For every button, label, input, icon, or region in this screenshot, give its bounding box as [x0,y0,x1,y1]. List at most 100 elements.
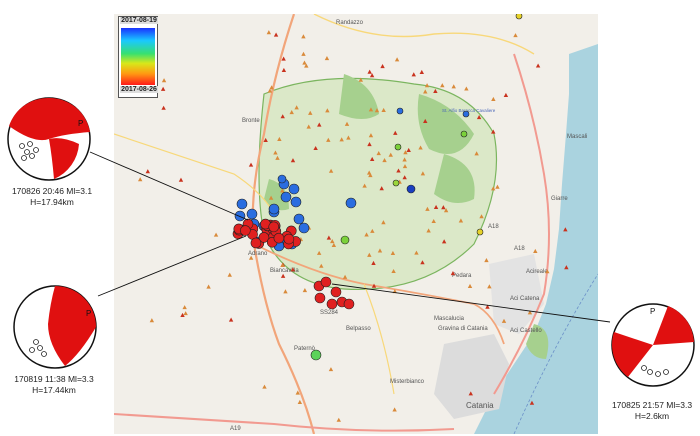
station-triangle [458,218,464,223]
earthquake-epicenter [515,14,523,20]
station-triangle [381,107,386,113]
forest-east [434,154,475,203]
label-catania: Catania [466,401,494,410]
station-triangle [450,271,456,276]
label-bronte: Bronte [242,118,260,124]
station-triangle [281,67,287,73]
station-triangle [160,86,166,91]
station-triangle [324,55,330,61]
station-triangle [367,69,372,74]
station-triangle [269,85,274,90]
earthquake-epicenter [343,298,355,310]
station-triangle [423,89,428,94]
station-triangle [319,263,324,268]
label-ss284: SS284 [320,310,339,316]
station-triangle [149,318,155,323]
earthquake-epicenter [345,197,357,209]
station-triangle [263,137,268,142]
p-axis-marker: P [78,119,83,128]
station-triangle [306,124,311,129]
beachball-polarity-symbols [19,141,39,161]
station-triangle [328,168,334,173]
label-a18-1: A18 [488,224,499,230]
station-triangle [474,151,479,156]
station-triangle [513,33,518,38]
station-triangle [301,51,306,56]
event-e3-line2: H=2.6km [634,411,670,421]
station-triangle [283,289,288,294]
earthquake-epicenter [268,203,280,215]
station-triangle [545,269,550,274]
station-triangle [328,367,334,372]
station-triangle [420,171,426,176]
label-a18-2: A18 [514,246,525,252]
station-triangle [266,30,272,35]
event-caption-e3: 170825 21:57 Ml=3.3 H=2.6km [604,400,700,422]
station-triangle [402,157,407,162]
station-triangle [376,151,381,156]
event-e2-line2: H=17.44km [32,385,76,395]
station-triangle [362,183,367,188]
station-triangle [420,260,425,265]
station-layer [137,30,569,422]
forest-northeast [417,94,474,154]
station-triangle [406,147,411,153]
earthquake-epicenter [476,228,484,236]
station-triangle [290,158,296,163]
station-triangle [431,218,436,224]
beachball-polarity-symbols [641,365,669,377]
station-triangle [391,268,396,274]
station-triangle [394,57,400,62]
station-triangle [183,311,188,316]
forest-north [339,74,379,119]
earthquake-epicenter [273,232,285,244]
station-triangle [418,145,423,150]
earthquake-layer [232,14,523,361]
station-triangle [302,288,308,293]
station-triangle [262,384,267,389]
station-triangle [564,265,569,270]
earthquake-epicenter [250,237,262,249]
legend-start-date: 2017-08-19 [120,17,158,24]
station-triangle [390,250,396,255]
earthquake-epicenter [293,213,305,225]
station-triangle [484,257,489,263]
station-triangle [419,69,424,74]
station-triangle [393,130,398,135]
station-triangle [374,108,380,113]
earthquake-epicenter [392,179,400,187]
station-triangle [346,135,351,140]
label-biancavilla: Biancavilla [270,268,299,274]
station-triangle [367,252,372,257]
label-a19: A19 [230,426,241,432]
station-triangle [248,162,254,167]
label-belpasso: Belpasso [346,326,371,332]
station-triangle [414,250,419,255]
earthquake-epicenter [396,107,404,115]
station-triangle [290,267,296,272]
station-triangle [503,92,509,97]
station-triangle [402,175,407,180]
focal-mechanism-e1: P [7,97,91,181]
station-triangle [476,114,482,120]
label-paterno: Paternò [294,346,316,352]
date-color-legend: 2017-08-19 2017-08-26 [118,16,158,98]
catania-urban-area [434,334,509,419]
station-triangle [464,86,469,91]
station-triangle [301,34,306,39]
earthquake-epicenter [268,221,280,233]
map-canvas: Randazzo Bronte Adrano Biancavilla Belpa… [114,14,598,434]
forest-west [264,179,289,211]
event-e2-line1: 170819 11:38 Ml=3.3 [14,374,94,384]
station-triangle [402,164,408,169]
station-triangle [396,168,401,173]
event-e3-line1: 170825 21:57 Ml=3.3 [611,400,693,410]
earthquake-epicenter [246,208,258,220]
station-triangle [280,262,285,268]
station-triangle [280,188,285,193]
station-triangle [426,228,431,233]
label-randazzo: Randazzo [336,20,364,26]
station-triangle [388,152,393,157]
motorway-a19 [114,413,455,432]
station-triangle [302,60,307,65]
